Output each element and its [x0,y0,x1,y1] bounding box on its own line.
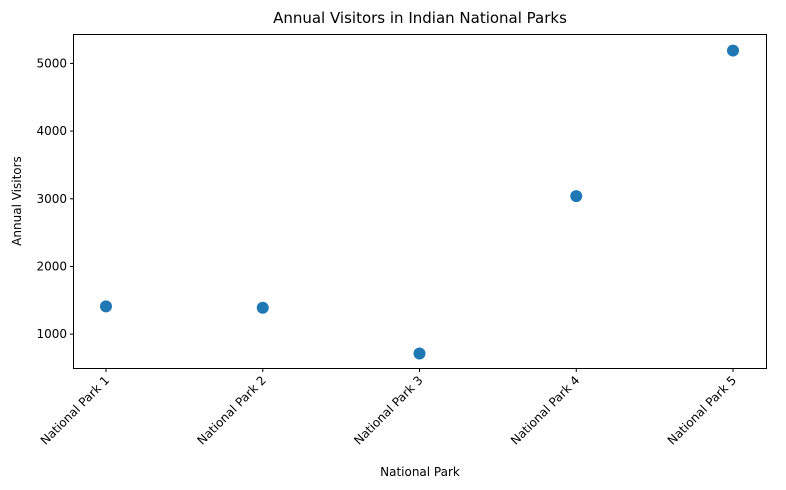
data-point [570,190,583,203]
y-axis: 1000 2000 3000 4000 5000 [36,56,74,341]
data-point [727,44,739,57]
plot-frame [73,34,767,369]
data-point [256,301,269,314]
y-tick-label: 2000 [36,259,67,273]
x-axis: National Park 1 National Park 2 National P… [38,368,739,448]
y-axis-label: Annual Visitors [10,156,24,246]
x-tick-label: National Park 4 [508,373,582,447]
y-tick-label: 4000 [36,124,67,138]
y-tick-label: 5000 [36,56,67,70]
x-axis-label: National Park [380,465,460,479]
x-tick-label: National Park 2 [194,373,268,447]
data-points [100,44,739,360]
x-tick-label: National Park 5 [665,373,739,447]
y-tick-label: 3000 [36,192,67,206]
data-point [100,300,112,313]
data-point [413,347,426,360]
x-tick-label: National Park 1 [38,373,112,447]
chart-title: Annual Visitors in Indian National Parks [273,9,567,27]
y-tick-label: 1000 [36,327,67,341]
x-tick-label: National Park 3 [351,373,425,447]
